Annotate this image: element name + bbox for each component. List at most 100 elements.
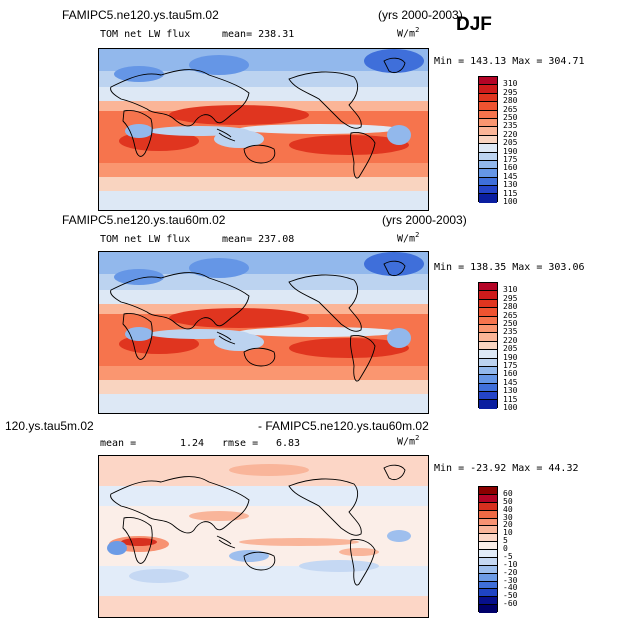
panel2-case-title: FAMIPC5.ne120.ys.tau60m.02 xyxy=(62,213,226,227)
colorbar-box xyxy=(479,333,497,342)
colorbar-tick-label: 265 xyxy=(503,310,518,320)
colorbar-tick-label: 115 xyxy=(503,188,518,198)
colorbar-tick-label: 310 xyxy=(503,79,518,89)
season-label: DJF xyxy=(456,14,492,35)
colorbar-box xyxy=(479,542,497,550)
colorbar-tick-label: -60 xyxy=(503,599,518,609)
colorbar-box xyxy=(479,550,497,558)
colorbar-box xyxy=(479,160,497,170)
colorbar-box xyxy=(479,605,497,613)
colorbar-tick-label: 100 xyxy=(503,403,518,412)
colorbar-box xyxy=(479,581,497,590)
colorbar-tick-label: 280 xyxy=(503,302,518,312)
colorbar-tick-label: 205 xyxy=(503,138,518,148)
colorbar-tick-label: 40 xyxy=(503,504,513,514)
colorbar-tick-label: 160 xyxy=(503,369,518,379)
colorbar-tick-label: 30 xyxy=(503,512,513,522)
colorbar-tick-label: 20 xyxy=(503,520,513,530)
colorbar-box xyxy=(479,350,497,359)
colorbar-tick-label: 160 xyxy=(503,163,518,173)
colorbar-box xyxy=(479,144,497,153)
colorbar-box xyxy=(479,400,497,409)
colorbar-tick-label: 295 xyxy=(503,293,518,303)
colorbar-tick-label: -50 xyxy=(503,591,518,601)
colorbar-tick-label: 10 xyxy=(503,528,513,538)
colorbar-tick-label: -40 xyxy=(503,583,518,593)
colorbar-tick-label: -30 xyxy=(503,575,518,585)
colorbar-tick-label: 175 xyxy=(503,361,518,370)
colorbar-tick-label: 265 xyxy=(503,104,518,114)
panel1-mean-label: mean= 238.31 xyxy=(222,29,295,40)
panel1-case-title: FAMIPC5.ne120.ys.tau5m.02 xyxy=(62,8,219,22)
colorbar-tick-label: 250 xyxy=(503,113,518,122)
panel1-variable-label: TOM net LW flux xyxy=(100,29,191,40)
colorbar-box xyxy=(479,383,497,393)
colorbar-box xyxy=(479,510,497,519)
panel3-case-right: - FAMIPC5.ne120.ys.tau60m.02 xyxy=(258,419,429,433)
colorbar-tick-label: 310 xyxy=(503,285,518,295)
colorbar-tick-label: 235 xyxy=(503,327,518,337)
colorbar-tick-label: -20 xyxy=(503,567,518,577)
colorbar-tick-label: -10 xyxy=(503,559,518,569)
colorbar-tick-label: 295 xyxy=(503,87,518,97)
colorbar-tick-label: 5 xyxy=(503,536,508,546)
colorbar-box xyxy=(479,597,497,606)
colorbar-box xyxy=(479,392,497,401)
colorbar-tick-label: -5 xyxy=(503,551,513,561)
panel1-minmax: Min = 143.13 Max = 304.71 xyxy=(434,56,585,67)
colorbar-box xyxy=(479,308,497,317)
panel3-mean-value: 1.24 xyxy=(180,438,205,449)
colorbar-tick-label: 115 xyxy=(503,394,518,404)
colorbar-tick-label: 190 xyxy=(503,146,518,156)
colorbar-box xyxy=(479,366,497,376)
colorbar-box xyxy=(479,518,497,527)
colorbar-box xyxy=(479,299,497,309)
colorbar-box xyxy=(479,534,497,543)
colorbar-box xyxy=(479,316,497,325)
panel3-minmax: Min = -23.92 Max = 44.32 xyxy=(434,463,579,474)
colorbar-tick-label: 145 xyxy=(503,377,518,387)
colorbar-box xyxy=(479,589,497,598)
colorbar-box xyxy=(479,186,497,195)
colorbar-box xyxy=(479,152,497,161)
panel3-mean-label: mean = xyxy=(100,438,137,449)
colorbar-box xyxy=(479,494,497,503)
panel3-case-left: 120.ys.tau5m.02 xyxy=(5,419,94,433)
colorbar-tick-label: 235 xyxy=(503,121,518,131)
colorbar-tick-label: 0 xyxy=(503,544,508,553)
colorbar-box xyxy=(479,194,497,203)
panel3-map xyxy=(98,455,429,618)
panel2-mean-label: mean= 237.08 xyxy=(222,234,295,245)
colorbar-tick-label: 190 xyxy=(503,352,518,362)
colorbar-box xyxy=(479,526,497,535)
colorbar-tick-label: 220 xyxy=(503,335,518,345)
colorbar-tick-label: 175 xyxy=(503,155,518,164)
colorbar-box xyxy=(479,77,497,86)
colorbar-box xyxy=(479,557,497,566)
colorbar-box xyxy=(479,93,497,103)
panel3-unit-label: W/m2 xyxy=(397,434,420,448)
panel3-colorbar xyxy=(478,486,498,613)
colorbar-tick-label: 220 xyxy=(503,129,518,139)
colorbar-tick-label: 100 xyxy=(503,197,518,206)
panel2-years: (yrs 2000-2003) xyxy=(382,213,467,227)
colorbar-tick-label: 145 xyxy=(503,171,518,181)
panel2-colorbar xyxy=(478,282,498,409)
colorbar-box xyxy=(479,573,497,582)
colorbar-box xyxy=(479,283,497,292)
colorbar-box xyxy=(479,110,497,119)
colorbar-box xyxy=(479,102,497,111)
colorbar-box xyxy=(479,177,497,187)
colorbar-box xyxy=(479,565,497,574)
panel2-map xyxy=(98,251,429,414)
colorbar-box xyxy=(479,118,497,128)
panel3-rmse-label: rmse = xyxy=(222,438,259,449)
colorbar-tick-label: 250 xyxy=(503,319,518,328)
panel2-variable-label: TOM net LW flux xyxy=(100,234,191,245)
colorbar-tick-label: 130 xyxy=(503,386,518,396)
colorbar-box xyxy=(479,358,497,367)
colorbar-box xyxy=(479,169,497,178)
colorbar-box xyxy=(479,85,497,94)
colorbar-box xyxy=(479,127,497,136)
colorbar-tick-label: 205 xyxy=(503,344,518,354)
